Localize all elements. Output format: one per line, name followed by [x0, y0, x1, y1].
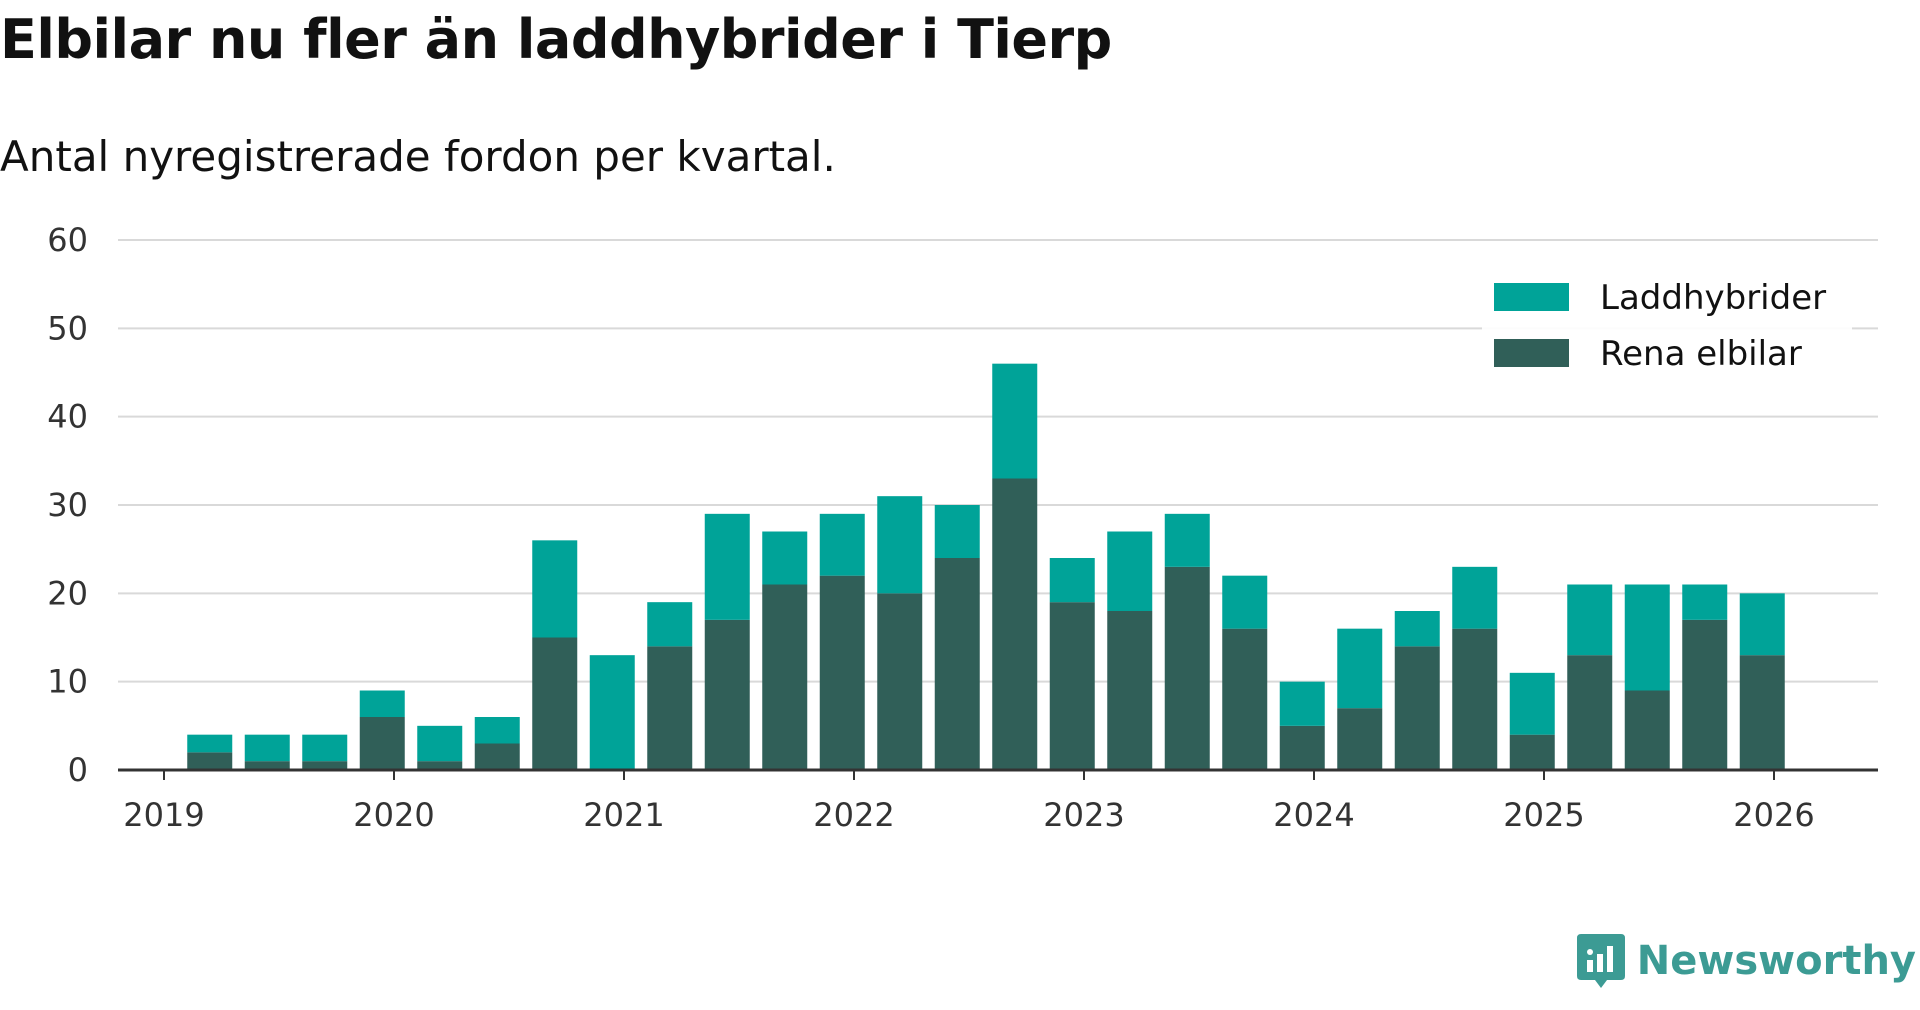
- chart-subtitle: Antal nyregistrerade fordon per kvartal.: [0, 132, 836, 181]
- y-tick-label-30: 30: [47, 486, 88, 524]
- legend: Laddhybrider Rena elbilar: [1482, 272, 1852, 382]
- bar-laddhybrider-2021-Q1: [647, 602, 693, 647]
- bar-rena-elbilar-2019-Q1: [187, 752, 233, 770]
- y-tick-label-0: 0: [68, 751, 88, 789]
- bar-rena-elbilar-2022-Q1: [877, 593, 923, 770]
- bar-rena-elbilar-2021-Q4: [819, 575, 865, 770]
- bar-laddhybrider-2023-Q4: [1279, 681, 1325, 726]
- bar-rena-elbilar-2025-Q1: [1567, 655, 1613, 770]
- x-tick-label-2020: 2020: [353, 796, 434, 834]
- bar-rena-elbilar-2025-Q3: [1682, 619, 1728, 770]
- bar-rena-elbilar-2022-Q3: [992, 478, 1038, 770]
- bar-rena-elbilar-2023-Q1: [1107, 611, 1153, 770]
- bars: [187, 363, 1785, 770]
- bar-rena-elbilar-2021-Q2: [704, 619, 750, 770]
- bar-rena-elbilar-2023-Q3: [1222, 628, 1268, 770]
- bar-laddhybrider-2025-Q3: [1682, 584, 1728, 620]
- bar-laddhybrider-2022-Q1: [877, 496, 923, 594]
- bar-laddhybrider-2022-Q2: [934, 505, 980, 558]
- bar-laddhybrider-2019-Q1: [187, 734, 233, 753]
- x-tick-label-2021: 2021: [583, 796, 664, 834]
- newsworthy-logo: Newsworthy: [1575, 932, 1916, 990]
- legend-swatch-rena-elbilar: [1494, 339, 1569, 367]
- bar-rena-elbilar-2023-Q4: [1279, 725, 1325, 770]
- bar-rena-elbilar-2025-Q2: [1624, 690, 1670, 770]
- bar-laddhybrider-2020-Q3: [532, 540, 578, 638]
- y-axis-ticks: 0 10 20 30 40 50 60: [47, 221, 88, 789]
- bar-rena-elbilar-2022-Q4: [1049, 602, 1095, 770]
- x-tick-label-2024: 2024: [1273, 796, 1354, 834]
- bar-laddhybrider-2023-Q2: [1164, 513, 1210, 567]
- bar-rena-elbilar-2019-Q4: [359, 717, 405, 770]
- bar-rena-elbilar-2020-Q1: [417, 761, 463, 770]
- bar-laddhybrider-2020-Q2: [474, 717, 520, 744]
- bar-laddhybrider-2022-Q4: [1049, 558, 1095, 603]
- bar-laddhybrider-2023-Q1: [1107, 531, 1153, 611]
- bar-laddhybrider-2025-Q2: [1624, 584, 1670, 691]
- bar-laddhybrider-2019-Q2: [244, 734, 290, 762]
- bar-laddhybrider-2020-Q4: [589, 655, 635, 770]
- bar-laddhybrider-2022-Q3: [992, 363, 1038, 479]
- bar-laddhybrider-2025-Q1: [1567, 584, 1613, 656]
- bar-laddhybrider-2025-Q4: [1739, 593, 1785, 656]
- bar-rena-elbilar-2020-Q3: [532, 637, 578, 770]
- bar-laddhybrider-2021-Q3: [762, 531, 808, 585]
- bar-laddhybrider-2024-Q4: [1509, 672, 1555, 735]
- x-tick-label-2022: 2022: [813, 796, 894, 834]
- bar-laddhybrider-2019-Q4: [359, 690, 405, 717]
- x-tick-label-2026: 2026: [1733, 796, 1814, 834]
- bar-laddhybrider-2021-Q4: [819, 513, 865, 576]
- newsworthy-logo-icon: [1576, 934, 1625, 988]
- bar-laddhybrider-2024-Q1: [1337, 628, 1383, 709]
- bar-rena-elbilar-2022-Q2: [934, 558, 980, 770]
- bar-rena-elbilar-2024-Q3: [1452, 628, 1498, 770]
- bar-laddhybrider-2024-Q2: [1394, 611, 1440, 647]
- bar-laddhybrider-2021-Q2: [704, 513, 750, 620]
- bar-laddhybrider-2024-Q3: [1452, 566, 1498, 629]
- legend-label-rena-elbilar: Rena elbilar: [1600, 334, 1802, 374]
- bar-rena-elbilar-2020-Q2: [474, 743, 520, 770]
- x-axis-ticks: 2019 2020 2021 2022 2023 2024 2025 2026: [123, 770, 1815, 834]
- bar-laddhybrider-2023-Q3: [1222, 575, 1268, 629]
- bar-laddhybrider-2019-Q3: [302, 734, 348, 762]
- bar-rena-elbilar-2019-Q2: [244, 761, 290, 770]
- y-tick-label-20: 20: [47, 574, 88, 612]
- bar-rena-elbilar-2019-Q3: [302, 761, 348, 770]
- y-tick-label-40: 40: [47, 398, 88, 436]
- bar-rena-elbilar-2023-Q2: [1164, 566, 1210, 770]
- bar-rena-elbilar-2024-Q2: [1394, 646, 1440, 770]
- bar-rena-elbilar-2024-Q1: [1337, 708, 1383, 770]
- x-tick-label-2019: 2019: [123, 796, 204, 834]
- bar-rena-elbilar-2024-Q4: [1509, 734, 1555, 770]
- y-tick-label-10: 10: [47, 663, 88, 701]
- x-tick-label-2025: 2025: [1503, 796, 1584, 834]
- chart-title: Elbilar nu fler än laddhybrider i Tierp: [0, 8, 1112, 71]
- bar-rena-elbilar-2021-Q3: [762, 584, 808, 770]
- brand-name: Newsworthy: [1636, 938, 1916, 984]
- legend-label-laddhybrider: Laddhybrider: [1600, 278, 1826, 318]
- y-tick-label-50: 50: [47, 309, 88, 347]
- legend-swatch-laddhybrider: [1494, 283, 1569, 311]
- x-tick-label-2023: 2023: [1043, 796, 1124, 834]
- y-tick-label-60: 60: [47, 221, 88, 259]
- bar-rena-elbilar-2025-Q4: [1739, 655, 1785, 770]
- bar-rena-elbilar-2021-Q1: [647, 646, 693, 770]
- bar-laddhybrider-2020-Q1: [417, 725, 463, 762]
